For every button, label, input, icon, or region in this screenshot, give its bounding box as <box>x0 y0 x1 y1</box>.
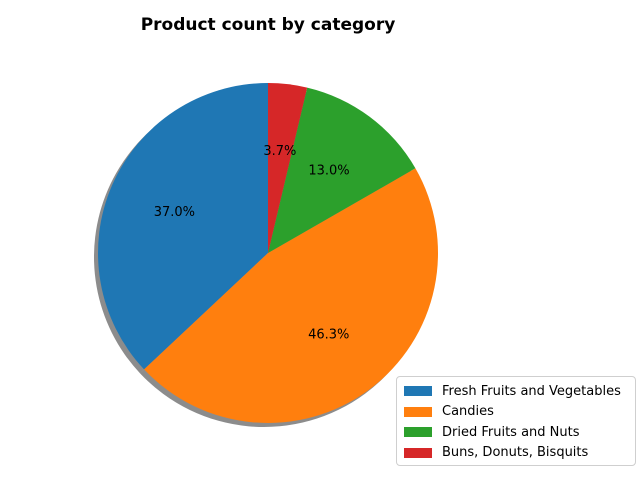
pie-percent-label: 46.3% <box>308 327 349 342</box>
pie-slice <box>268 87 416 254</box>
pie-percent-labels: 37.0% 46.3% 13.0% 3.7% <box>154 144 350 342</box>
legend-item: Dried Fruits and Nuts <box>404 422 629 443</box>
legend-item: Candies <box>404 402 629 423</box>
legend-swatch <box>404 447 432 458</box>
chart-title: Product count by category <box>141 15 396 35</box>
pie-percent-label: 3.7% <box>263 144 296 159</box>
pie-percent-label: 13.0% <box>308 164 349 179</box>
legend-item: Buns, Donuts, Bisquits <box>404 443 629 464</box>
legend-swatch <box>404 386 432 397</box>
pie-slice <box>98 83 269 370</box>
legend-label: Candies <box>442 404 494 420</box>
pie-slices <box>98 83 439 424</box>
legend-label: Fresh Fruits and Vegetables <box>442 383 621 399</box>
pie-slice <box>268 83 308 253</box>
pie-percent-label: 37.0% <box>154 205 195 220</box>
legend-label: Buns, Donuts, Bisquits <box>442 445 589 461</box>
legend-swatch <box>404 427 432 438</box>
legend-swatch <box>404 406 432 417</box>
legend-label: Dried Fruits and Nuts <box>442 424 580 440</box>
pie-slice <box>144 168 439 424</box>
legend: Fresh Fruits and Vegetables Candies Drie… <box>396 376 636 466</box>
legend-item: Fresh Fruits and Vegetables <box>404 381 629 402</box>
